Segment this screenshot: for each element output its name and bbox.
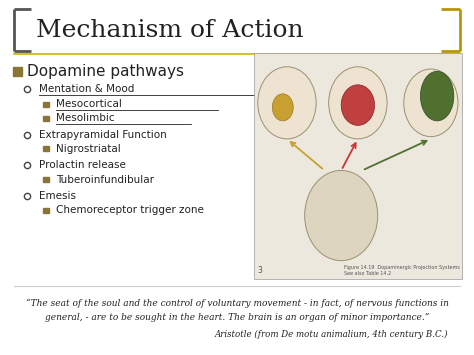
Ellipse shape [420, 71, 454, 121]
Bar [254, 53, 462, 279]
Bar [43, 116, 49, 121]
Text: Extrapyramidal Function: Extrapyramidal Function [39, 130, 167, 140]
Bar [43, 177, 49, 182]
Text: Nigrostriatal: Nigrostriatal [56, 144, 121, 154]
Text: Emesis: Emesis [39, 191, 76, 201]
Ellipse shape [341, 85, 374, 125]
Ellipse shape [328, 67, 387, 139]
Text: 3: 3 [257, 266, 262, 275]
Text: Chemoreceptor trigger zone: Chemoreceptor trigger zone [56, 205, 204, 215]
Text: Mesocortical: Mesocortical [56, 99, 122, 109]
Text: general, - are to be sought in the heart. The brain is an organ of minor importa: general, - are to be sought in the heart… [45, 313, 429, 322]
Text: Mesolimbic: Mesolimbic [56, 113, 115, 123]
Ellipse shape [305, 170, 378, 261]
Text: Mentation & Mood: Mentation & Mood [39, 84, 134, 94]
Text: Tuberoinfundibular: Tuberoinfundibular [56, 175, 154, 185]
Text: Mechanism of Action: Mechanism of Action [36, 19, 303, 42]
Bar [43, 102, 49, 107]
Ellipse shape [404, 69, 458, 137]
Ellipse shape [273, 94, 293, 121]
Ellipse shape [258, 67, 316, 139]
Bar [13, 67, 22, 76]
Bar [43, 208, 49, 213]
Bar [43, 146, 49, 151]
Text: “The seat of the soul and the control of voluntary movement - in fact, of nervou: “The seat of the soul and the control of… [26, 299, 448, 308]
Text: Dopamine pathways: Dopamine pathways [27, 64, 184, 79]
Text: Aristotle (from De motu animalium, 4th century B.C.): Aristotle (from De motu animalium, 4th c… [215, 330, 448, 339]
Text: Prolactin release: Prolactin release [39, 160, 126, 170]
Text: Figure 14.19  Dopaminergic Projection Systems
See also Table 14.2: Figure 14.19 Dopaminergic Projection Sys… [344, 265, 460, 276]
